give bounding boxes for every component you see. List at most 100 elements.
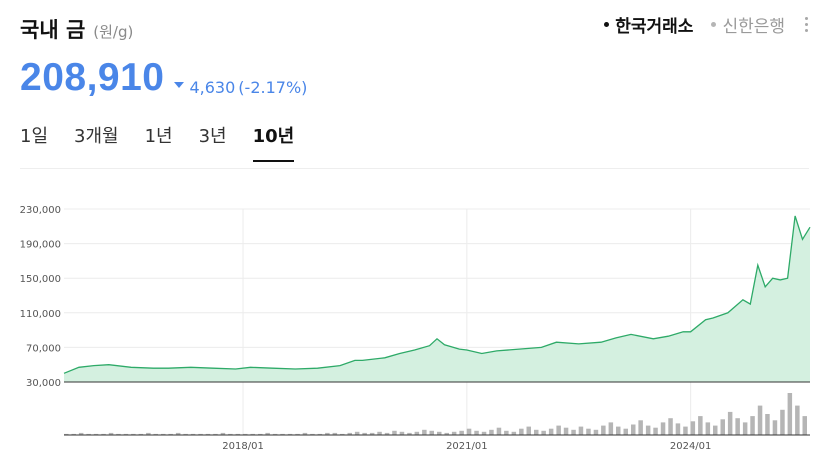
volume-bar (705, 422, 711, 435)
volume-bar (86, 433, 91, 435)
volume-bar (616, 426, 621, 435)
volume-bar (168, 433, 173, 435)
volume-bar (466, 428, 472, 435)
volume-bar (71, 433, 76, 435)
price-change: 4,630 (-2.17%) (174, 78, 307, 97)
volume-bar (571, 429, 576, 436)
volume-bar (198, 433, 203, 435)
chart-svg: 230,000 190,000 150,000 110,000 70,000 30,000… (20, 205, 811, 452)
volume-bar (496, 427, 502, 435)
price-line (63, 215, 811, 374)
volume-bar (586, 428, 591, 435)
volume-bar (287, 433, 293, 435)
volume-bar (414, 431, 420, 435)
volume-bar (660, 422, 666, 435)
volume-bar (534, 429, 539, 436)
volume-bar (250, 433, 255, 435)
volume-bar (93, 433, 99, 435)
volume-bar (399, 431, 405, 435)
ellipsis-dot (804, 23, 808, 26)
volume-bar (302, 432, 308, 435)
volume-bar (369, 432, 375, 435)
volume-bar (593, 429, 599, 436)
volume-bar (608, 422, 614, 435)
more-options-button[interactable] (803, 17, 809, 32)
volume-bar (638, 420, 643, 435)
volume-bar (272, 433, 278, 435)
volume-bar (146, 432, 151, 435)
volume-bar (563, 427, 569, 435)
y-axis-labels: 230,000 190,000 150,000 110,000 70,000 30,000 (20, 205, 61, 389)
source-label: 한국거래소 (615, 17, 694, 37)
y-tick-label: 30,000 (26, 378, 61, 389)
volume-bar (451, 431, 457, 435)
volume-bar (317, 433, 323, 435)
volume-bar (727, 411, 733, 435)
page-title: 국내 금 (20, 18, 86, 42)
x-tick-label: 2021/01 (446, 441, 488, 452)
bullet-icon (604, 22, 610, 27)
unit-label: (원/g) (93, 23, 134, 41)
volume-bar (295, 433, 300, 435)
volume-bar (780, 409, 785, 435)
volume-bar (175, 432, 181, 435)
volume-bar (153, 433, 158, 435)
tab-3y[interactable]: 3년 (198, 126, 227, 147)
tab-1d[interactable]: 1일 (20, 126, 49, 147)
volume-bar (64, 433, 69, 435)
volume-bar (526, 426, 531, 435)
volume-bar (481, 431, 487, 435)
y-tick-label: 110,000 (20, 309, 61, 320)
ellipsis-dot (804, 29, 808, 32)
price-chart[interactable]: 230,000 190,000 150,000 110,000 70,000 30,000… (0, 195, 821, 464)
volume-bar (772, 420, 778, 435)
volume-bar (742, 422, 748, 435)
volume-bar (78, 432, 84, 435)
volume-bar (787, 393, 793, 435)
volume-bar (280, 433, 285, 435)
volume-bar (332, 432, 338, 435)
volume-bar (675, 423, 681, 435)
y-tick-label: 70,000 (26, 343, 61, 354)
volume-bar (138, 433, 144, 435)
volume-bar (474, 430, 479, 435)
volume-bar (347, 432, 352, 435)
price-area (64, 215, 810, 382)
volume-bar (258, 433, 263, 435)
volume-bars (64, 393, 807, 436)
source-option-krx[interactable]: 한국거래소 (604, 12, 693, 37)
volume-bar (578, 426, 584, 435)
volume-bar (720, 419, 725, 436)
volume-bar (310, 433, 315, 435)
volume-bar (377, 431, 382, 435)
volume-bar (243, 433, 248, 435)
volume-bar (123, 433, 129, 435)
volume-bar (340, 433, 345, 435)
volume-bar (511, 431, 517, 435)
volume-bar (698, 416, 703, 435)
y-tick-label: 230,000 (20, 205, 61, 216)
tab-10y[interactable]: 10년 (252, 122, 295, 162)
volume-bar (213, 433, 218, 435)
title-row: 국내 금 (원/g) (20, 14, 133, 44)
volume-bar (645, 425, 651, 436)
tab-1y[interactable]: 1년 (144, 126, 173, 147)
source-label: 신한은행 (722, 17, 785, 37)
volume-bar (205, 433, 211, 435)
change-percent: (-2.17%) (238, 77, 308, 97)
volume-bar (548, 428, 554, 435)
volume-bar (683, 426, 688, 435)
x-axis-labels: 2018/01 2021/01 2024/01 (222, 441, 711, 452)
x-tick-label: 2018/01 (222, 441, 264, 452)
y-tick-label: 190,000 (20, 240, 61, 251)
volume-bar (325, 432, 330, 435)
period-tabs: 1일 3개월 1년 3년 10년 (20, 122, 320, 162)
volume-bar (802, 416, 807, 435)
volume-bar (504, 430, 509, 435)
volume-bar (795, 405, 800, 435)
volume-bar (623, 428, 628, 435)
volume-bar (131, 433, 136, 435)
volume-bar (429, 430, 434, 435)
tab-3m[interactable]: 3개월 (74, 126, 119, 147)
source-option-shinhan[interactable]: 신한은행 (711, 12, 785, 37)
